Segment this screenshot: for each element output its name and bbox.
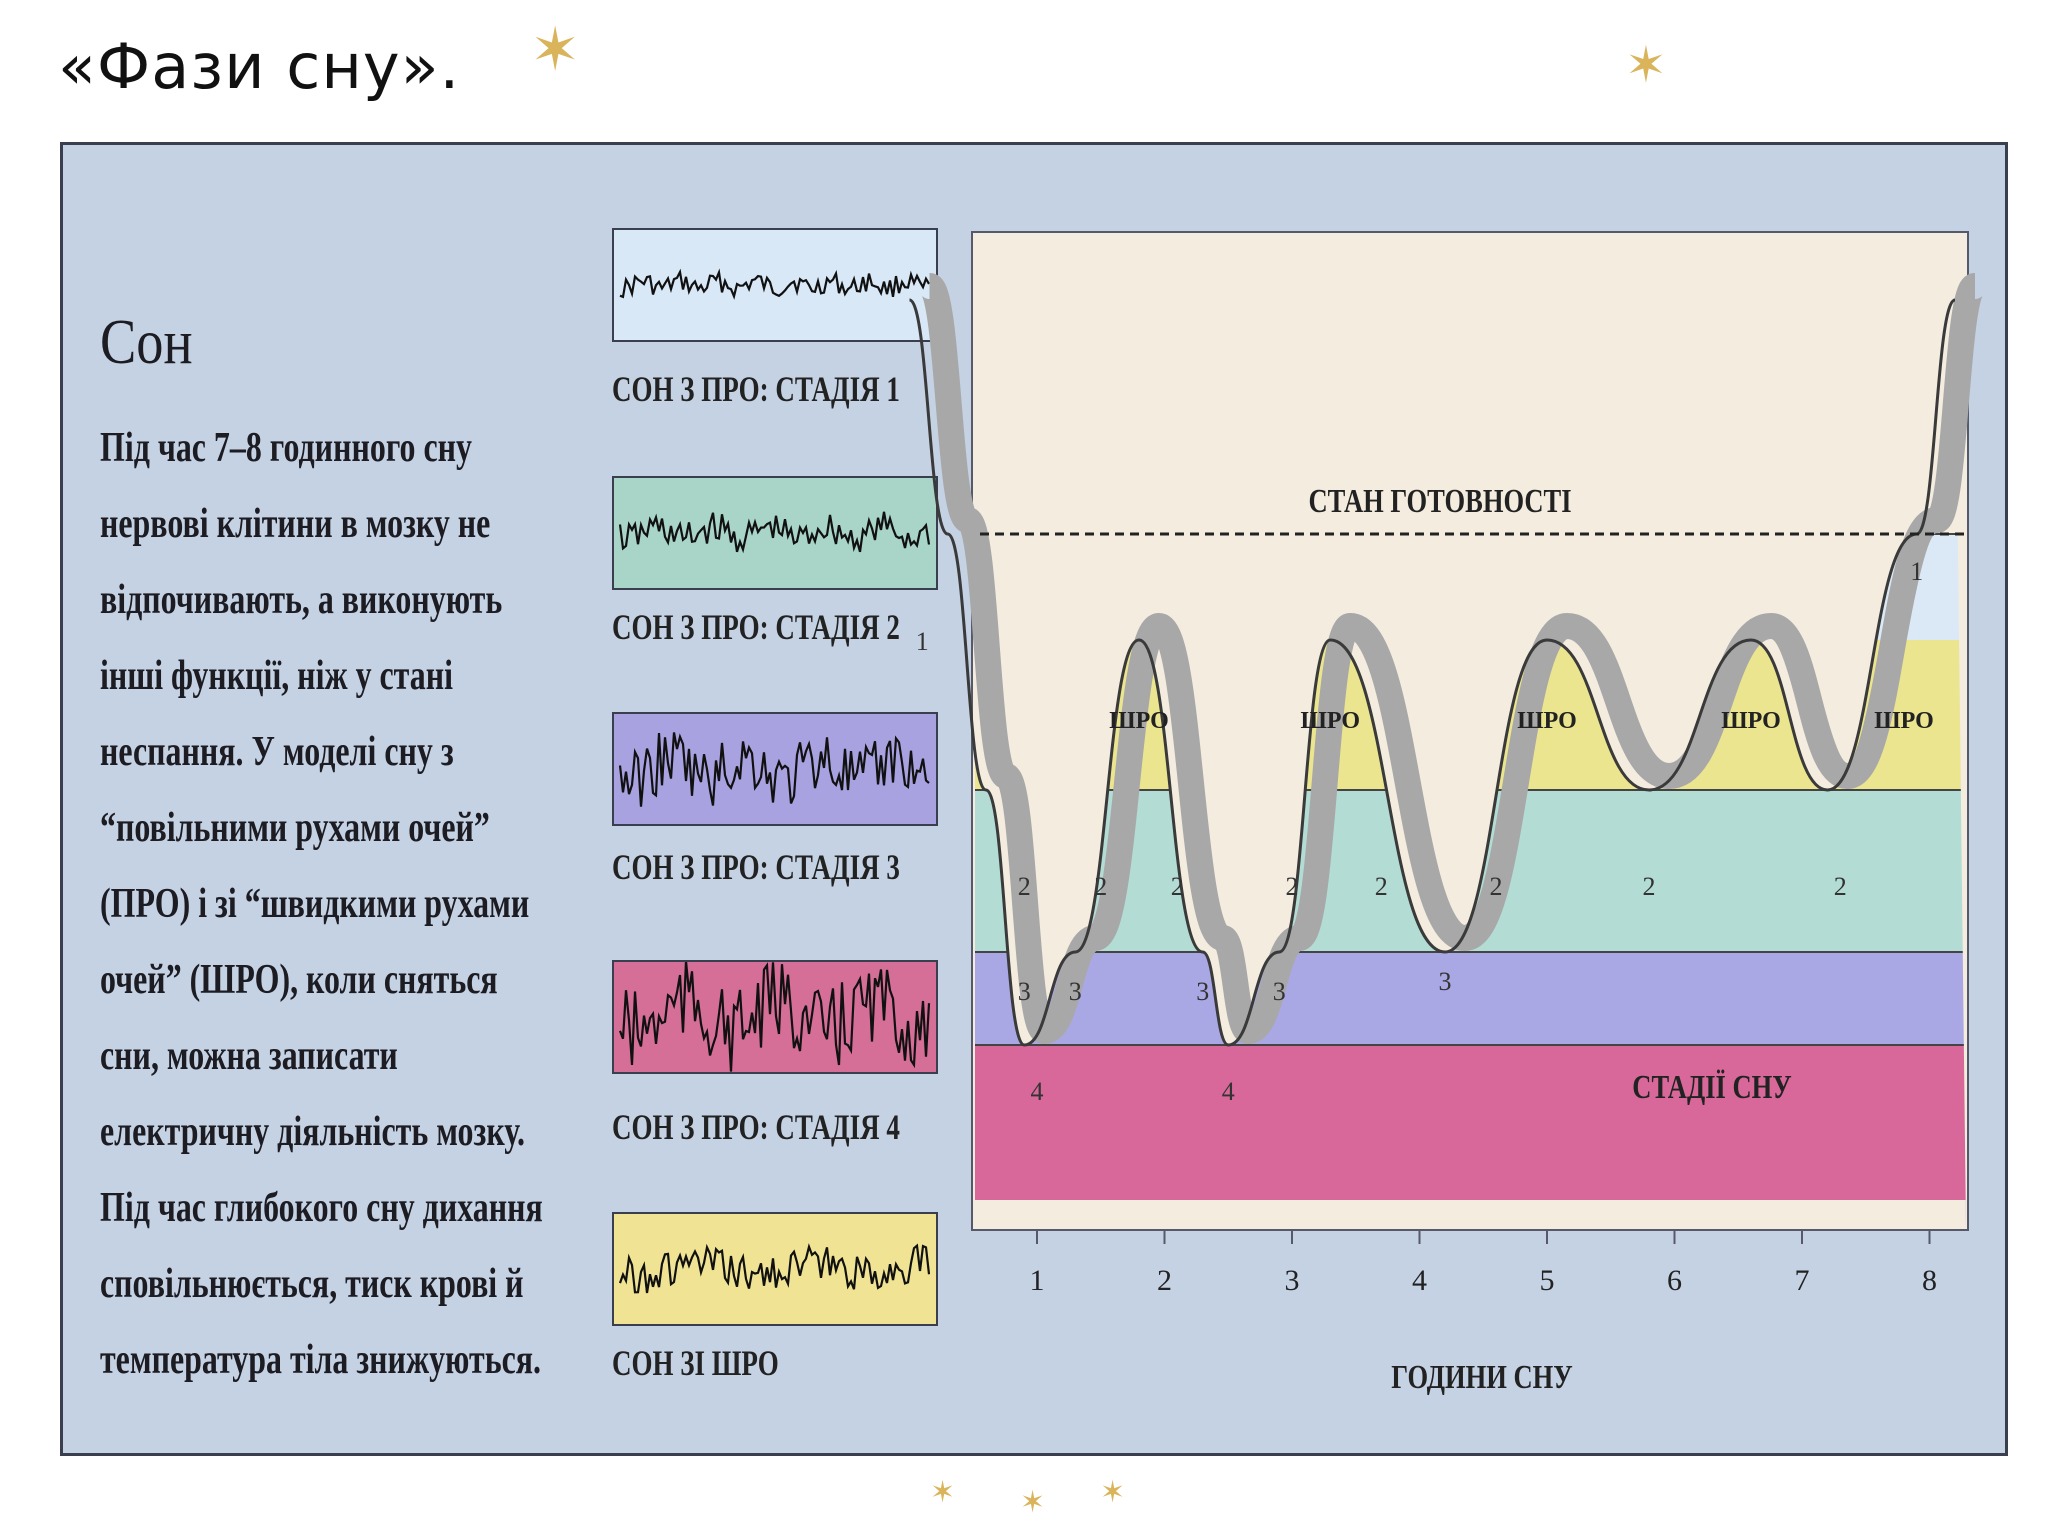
stage-segment-label: 1 [1910,557,1923,586]
eeg-label: СОН ЗІ ШРО [612,1343,779,1383]
star-decoration-icon: ✶ [930,1476,956,1509]
stage-segment-label: 2 [1375,872,1388,901]
eeg-waveform [618,962,931,1072]
hypnogram-curve [908,298,1956,1047]
stage-segment-label: 2 [1643,872,1656,901]
x-tick-label: 3 [1285,1264,1300,1297]
body-line: інші функції, ніж у стані [100,653,453,699]
stage4-band [975,1045,1966,1228]
slide-title: «Фази сну». [58,30,461,103]
x-tick-label: 5 [1540,1264,1555,1297]
stage3-band [975,952,1966,1045]
stage-segment-label: 2 [1094,872,1107,901]
body-line: сни, можна записати [100,1033,398,1079]
eeg-waveform [619,268,930,300]
rem-segment-label: ШРО [1874,708,1934,734]
x-tick-label: 2 [1157,1264,1172,1297]
eeg-waveform [618,732,930,807]
star-decoration-icon: ✶ [1020,1486,1046,1519]
body-line: температура тіла знижуються. [100,1337,542,1383]
star-decoration-icon: ✶ [530,17,581,83]
eeg-trace-rem [612,1212,938,1326]
stage-segment-label: 2 [1171,872,1184,901]
eeg-trace-stage3 [612,712,938,826]
stage-segment-label: 3 [1439,967,1452,996]
eeg-label: СОН З ПРО: СТАДІЯ 1 [612,369,900,409]
eeg-trace-stage4 [612,960,938,1074]
eeg-trace-stage2 [612,476,938,590]
wake-label: СТАН ГОТОВНОСТІ [1308,482,1571,520]
stage-segment-label: 2 [1286,872,1299,901]
star-decoration-icon: ✶ [1100,1476,1126,1509]
body-line: (ПРО) і зі “швидкими рухами [100,881,530,927]
body-line: сповільнюється, тиск крові й [100,1261,524,1307]
eeg-waveform [618,1243,931,1294]
stage-segment-label: 3 [1069,977,1082,1006]
x-tick-label: 7 [1795,1264,1810,1297]
x-tick-label: 1 [1030,1264,1045,1297]
body-line: очей” (ШРО), коли сняться [100,957,498,1003]
hypnogram-shadow [920,273,1984,1044]
stage-segment-label: 3 [1273,977,1286,1006]
eeg-label: СОН З ПРО: СТАДІЯ 2 [612,607,900,647]
eeg-label: СОН З ПРО: СТАДІЯ 4 [612,1107,900,1147]
x-tick-label: 8 [1922,1264,1937,1297]
body-line: відпочивають, а виконують [100,577,503,623]
stage-segment-label: 2 [1490,872,1503,901]
star-decoration-icon: ✶ [1625,37,1667,93]
eeg-trace-stage1 [612,228,938,342]
body-line: “повільними рухами очей” [100,805,490,851]
stage-segment-label: 3 [1196,977,1209,1006]
body-line: нервові клітини в мозку не [100,501,491,547]
x-axis-label: ГОДИНИ СНУ [1391,1358,1572,1396]
stage-segment-label: 3 [1018,977,1031,1006]
stages-label: СТАДІЇ СНУ [1632,1068,1791,1106]
body-line: електричну діяльність мозку. [100,1109,526,1155]
eeg-label: СОН З ПРО: СТАДІЯ 3 [612,847,900,887]
body-heading: Сон [100,306,193,377]
stage-segment-label: 4 [1031,1077,1044,1106]
x-tick-label: 4 [1412,1264,1427,1297]
body-line: Під час глибокого сну дихання [100,1185,543,1231]
x-tick-label: 6 [1667,1264,1682,1297]
rem-segment-label: ШРО [1300,708,1360,734]
body-line: неспання. У моделі сну з [100,729,454,775]
stage-segment-label: 2 [1018,872,1031,901]
rem-segment-label: ШРО [1109,708,1169,734]
eeg-waveform [618,511,931,554]
rem-segment-label: ШРО [1721,708,1781,734]
rem-segment-label: ШРО [1517,708,1577,734]
body-line: Під час 7–8 годинного сну [100,425,472,471]
body-text: Під час 7–8 годинного сну нервові клітин… [100,410,543,1398]
stage-segment-label: 1 [916,627,929,656]
stage-segment-label: 2 [1834,872,1847,901]
stage-segment-label: 4 [1222,1077,1235,1106]
